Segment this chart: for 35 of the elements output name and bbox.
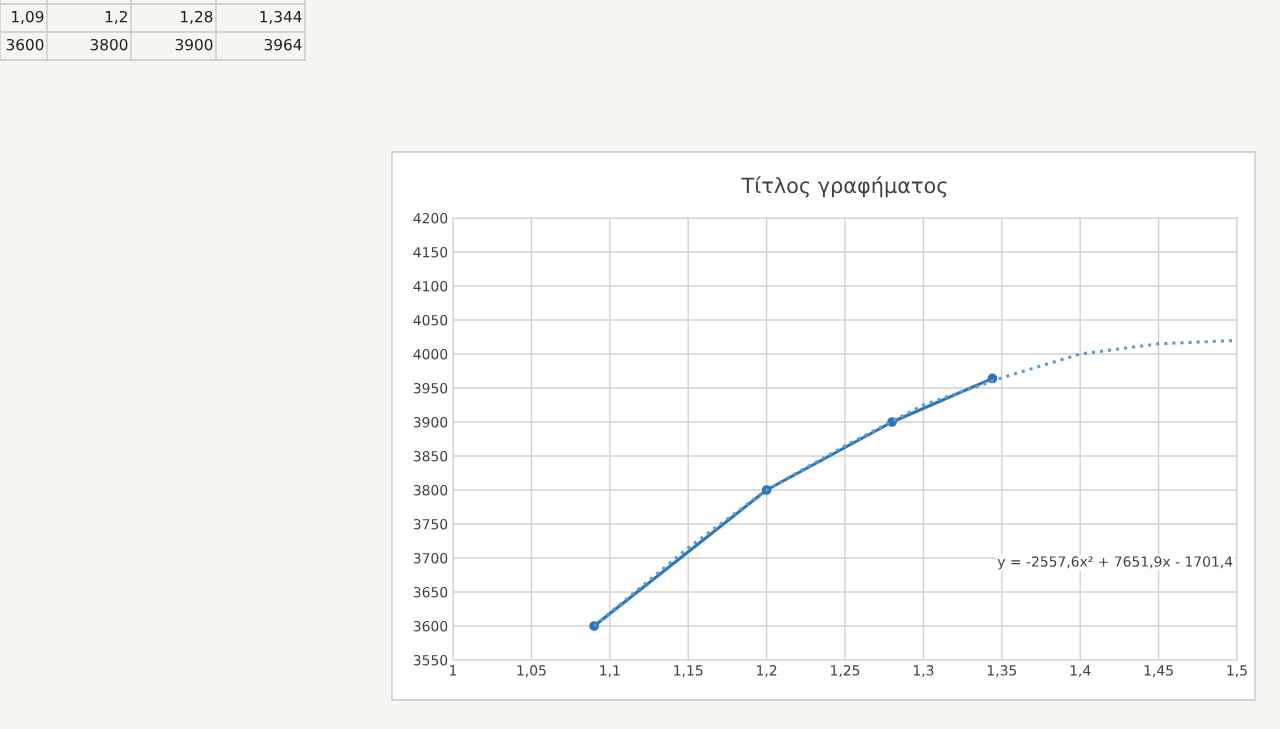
text: 1,28 <box>181 10 213 24</box>
x-tick-label: 1,35 <box>987 665 1017 678</box>
y-tick-label: 4100 <box>413 280 448 292</box>
y-tick-label: 3950 <box>413 382 448 394</box>
x-tick-label: 1,15 <box>674 665 703 678</box>
x-tick-label: 1,5 <box>1227 665 1247 678</box>
y-tick-label: 3550 <box>413 654 448 666</box>
x-tick-label: 1,1 <box>600 665 620 678</box>
x-tick-label: 1,05 <box>517 665 546 678</box>
x-tick-label: 1 <box>450 665 457 676</box>
text: 3600 <box>6 38 44 51</box>
x-tick-label: 1,3 <box>913 665 934 678</box>
x-tick-label: 1,45 <box>1144 665 1173 678</box>
y-tick-label: 4050 <box>413 314 448 326</box>
text: 1,2 <box>105 10 127 24</box>
chart-title: Τίτλος γραφήματος <box>741 176 947 198</box>
x-tick-label: 1,2 <box>757 665 777 678</box>
y-tick-label: 4000 <box>413 348 448 360</box>
text: 3964 <box>264 38 302 51</box>
text: 1,09 <box>12 10 44 24</box>
y-tick-label: 3700 <box>413 552 448 564</box>
x-tick-label: 1,25 <box>831 665 860 678</box>
text: 1,344 <box>260 10 302 24</box>
y-tick-label: 3650 <box>413 586 448 598</box>
y-tick-label: 3750 <box>413 518 448 530</box>
text: 3900 <box>175 38 213 51</box>
y-tick-label: 3900 <box>413 416 448 428</box>
y-tick-label: 4150 <box>413 246 448 258</box>
x-tick-label: 1,4 <box>1070 665 1091 678</box>
text: 3800 <box>90 38 128 51</box>
annotation: y = -2557,6x² + 7651,9x - 1701,4 <box>997 556 1233 570</box>
y-tick-label: 3800 <box>413 484 448 496</box>
y-tick-label: 4200 <box>413 212 448 224</box>
y-tick-label: 3600 <box>413 620 448 632</box>
y-tick-label: 3850 <box>413 450 448 462</box>
